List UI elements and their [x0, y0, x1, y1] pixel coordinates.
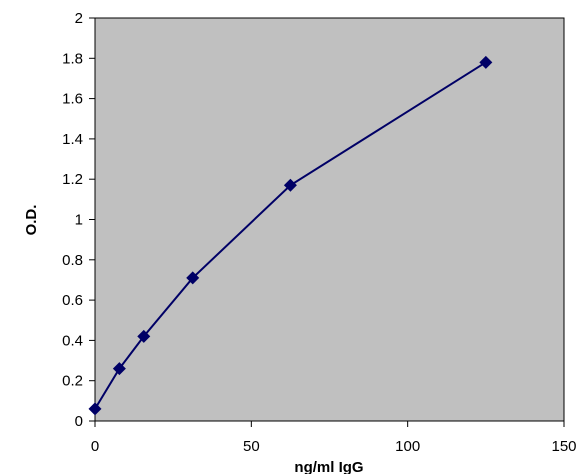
data-point: [137, 329, 151, 343]
data-point: [283, 178, 297, 192]
plot-area: [94, 17, 565, 422]
x-tick-label: 0: [91, 438, 99, 455]
data-point: [88, 402, 102, 416]
x-axis-title: ng/ml IgG: [294, 459, 363, 474]
x-tick-label: 150: [551, 438, 576, 455]
y-tick-label: 0.6: [62, 292, 83, 309]
y-tick-label: 2: [75, 10, 83, 27]
y-tick-label: 1.4: [62, 131, 83, 148]
y-tick-label: 0.8: [62, 252, 83, 269]
y-tick-label: 1.2: [62, 171, 83, 188]
x-tick-label: 100: [395, 438, 420, 455]
x-tick-label: 50: [243, 438, 260, 455]
y-tick-label: 0: [75, 413, 83, 430]
series-layer: [88, 55, 493, 416]
x-axis: 0 50 100 150: [91, 421, 577, 455]
data-point: [112, 362, 126, 376]
series-line: [94, 61, 487, 410]
y-tick-label: 1.8: [62, 50, 83, 67]
y-axis-title: O.D.: [23, 205, 40, 236]
y-axis: 0 0.2 0.4 0.6 0.8 1 1.2 1.4 1.6 1.8 2: [62, 10, 95, 430]
data-point: [479, 55, 493, 69]
y-tick-label: 0.4: [62, 332, 83, 349]
y-tick-label: 0.2: [62, 373, 83, 390]
data-point: [186, 271, 200, 285]
y-tick-label: 1: [75, 212, 83, 229]
y-tick-label: 1.6: [62, 91, 83, 108]
